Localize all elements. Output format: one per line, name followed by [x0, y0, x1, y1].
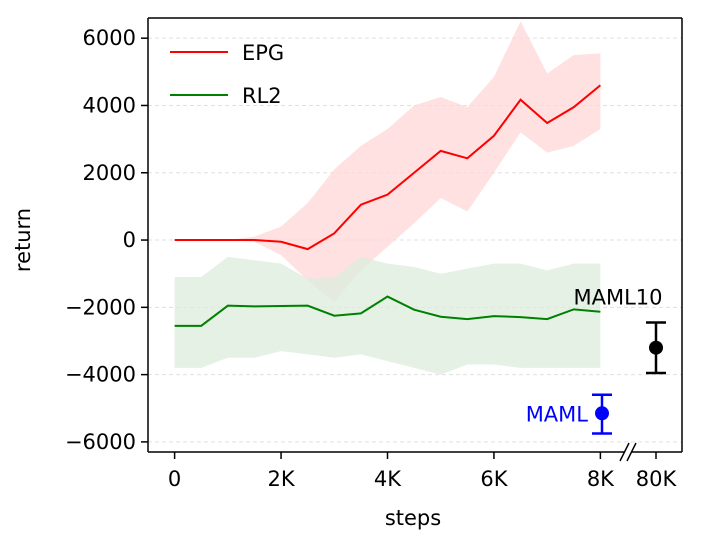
line-rl2: [174, 295, 601, 327]
x-axis-label: steps: [385, 506, 441, 530]
y-tick-label: −4000: [65, 363, 136, 387]
error-points: MAML10 MAML: [526, 285, 666, 435]
point-maml: [595, 406, 609, 421]
y-tick-label: 6000: [83, 26, 136, 50]
y-tick-label: 0: [123, 228, 136, 252]
label-maml: MAML: [526, 402, 589, 426]
axis-break-mark: [619, 442, 630, 462]
ticks: 6000 4000 2000 0 −2000 −4000 −6000 0 2K 4K 6K 8K 80K: [65, 26, 678, 491]
x-tick-label: 0: [168, 467, 181, 491]
y-tick-label: −6000: [65, 430, 136, 454]
confidence-bands: [174, 21, 601, 375]
point-maml10: [649, 340, 663, 355]
y-tick-label: 2000: [83, 161, 136, 185]
y-axis-label: return: [11, 208, 35, 272]
legend: EPG RL2: [170, 41, 284, 108]
band-rl2: [174, 256, 601, 375]
axes-frame: [147, 17, 683, 462]
axis-break-mark: [626, 442, 637, 462]
label-maml10: MAML10: [573, 285, 662, 309]
series-lines: [174, 84, 602, 327]
line-epg: [174, 84, 602, 251]
x-tick-label: 8K: [587, 467, 615, 491]
y-tick-label: 4000: [83, 93, 136, 117]
legend-label-rl2: RL2: [242, 84, 282, 108]
legend-label-epg: EPG: [242, 41, 284, 65]
y-tick-label: −2000: [65, 295, 136, 319]
x-tick-label: 4K: [374, 467, 402, 491]
x-tick-label: 80K: [636, 467, 678, 491]
x-tick-label: 6K: [480, 467, 508, 491]
band-epg: [174, 21, 601, 303]
x-tick-label: 2K: [267, 467, 295, 491]
